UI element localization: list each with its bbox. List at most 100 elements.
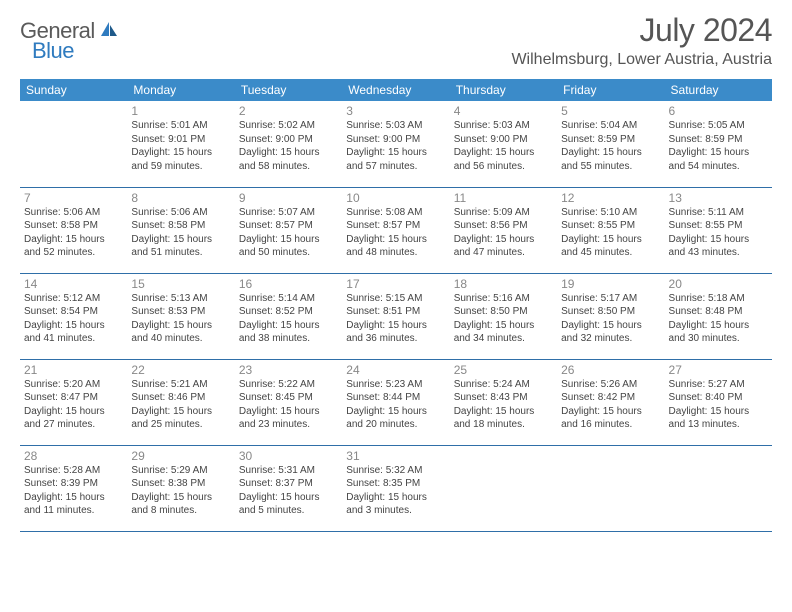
day-number: 19 bbox=[561, 277, 660, 291]
day-number: 7 bbox=[24, 191, 123, 205]
sunrise-line: Sunrise: 5:11 AM bbox=[669, 206, 768, 220]
sunrise-line: Sunrise: 5:06 AM bbox=[131, 206, 230, 220]
daylight-line: Daylight: 15 hours and 8 minutes. bbox=[131, 491, 230, 518]
sunset-line: Sunset: 9:00 PM bbox=[346, 133, 445, 147]
daylight-line: Daylight: 15 hours and 36 minutes. bbox=[346, 319, 445, 346]
day-number: 12 bbox=[561, 191, 660, 205]
day-header: Thursday bbox=[450, 79, 557, 101]
day-number: 2 bbox=[239, 104, 338, 118]
sunrise-line: Sunrise: 5:02 AM bbox=[239, 119, 338, 133]
day-number: 6 bbox=[669, 104, 768, 118]
calendar-cell: 12Sunrise: 5:10 AMSunset: 8:55 PMDayligh… bbox=[557, 187, 664, 273]
calendar-cell: 25Sunrise: 5:24 AMSunset: 8:43 PMDayligh… bbox=[450, 359, 557, 445]
sunset-line: Sunset: 8:45 PM bbox=[239, 391, 338, 405]
calendar-cell: 7Sunrise: 5:06 AMSunset: 8:58 PMDaylight… bbox=[20, 187, 127, 273]
calendar-row: 14Sunrise: 5:12 AMSunset: 8:54 PMDayligh… bbox=[20, 273, 772, 359]
daylight-line: Daylight: 15 hours and 20 minutes. bbox=[346, 405, 445, 432]
sunset-line: Sunset: 9:00 PM bbox=[454, 133, 553, 147]
daylight-line: Daylight: 15 hours and 47 minutes. bbox=[454, 233, 553, 260]
calendar-cell: 6Sunrise: 5:05 AMSunset: 8:59 PMDaylight… bbox=[665, 101, 772, 187]
sunrise-line: Sunrise: 5:31 AM bbox=[239, 464, 338, 478]
day-number: 13 bbox=[669, 191, 768, 205]
sunrise-line: Sunrise: 5:27 AM bbox=[669, 378, 768, 392]
sunrise-line: Sunrise: 5:32 AM bbox=[346, 464, 445, 478]
sunset-line: Sunset: 8:52 PM bbox=[239, 305, 338, 319]
daylight-line: Daylight: 15 hours and 25 minutes. bbox=[131, 405, 230, 432]
calendar-cell: 23Sunrise: 5:22 AMSunset: 8:45 PMDayligh… bbox=[235, 359, 342, 445]
logo-text-blue: Blue bbox=[32, 38, 74, 63]
day-number: 30 bbox=[239, 449, 338, 463]
day-header: Friday bbox=[557, 79, 664, 101]
day-number: 24 bbox=[346, 363, 445, 377]
day-header: Saturday bbox=[665, 79, 772, 101]
calendar-cell: 13Sunrise: 5:11 AMSunset: 8:55 PMDayligh… bbox=[665, 187, 772, 273]
calendar-cell: 14Sunrise: 5:12 AMSunset: 8:54 PMDayligh… bbox=[20, 273, 127, 359]
sunset-line: Sunset: 8:40 PM bbox=[669, 391, 768, 405]
daylight-line: Daylight: 15 hours and 55 minutes. bbox=[561, 146, 660, 173]
calendar-cell: 5Sunrise: 5:04 AMSunset: 8:59 PMDaylight… bbox=[557, 101, 664, 187]
sunset-line: Sunset: 8:57 PM bbox=[346, 219, 445, 233]
sunrise-line: Sunrise: 5:24 AM bbox=[454, 378, 553, 392]
sunset-line: Sunset: 8:57 PM bbox=[239, 219, 338, 233]
sunrise-line: Sunrise: 5:20 AM bbox=[24, 378, 123, 392]
calendar-body: 1Sunrise: 5:01 AMSunset: 9:01 PMDaylight… bbox=[20, 101, 772, 531]
calendar-cell-empty bbox=[665, 445, 772, 531]
logo-sail-icon bbox=[99, 20, 119, 43]
day-number: 9 bbox=[239, 191, 338, 205]
calendar-table: SundayMondayTuesdayWednesdayThursdayFrid… bbox=[20, 79, 772, 532]
sunset-line: Sunset: 8:44 PM bbox=[346, 391, 445, 405]
sunrise-line: Sunrise: 5:28 AM bbox=[24, 464, 123, 478]
daylight-line: Daylight: 15 hours and 54 minutes. bbox=[669, 146, 768, 173]
sunrise-line: Sunrise: 5:07 AM bbox=[239, 206, 338, 220]
sunrise-line: Sunrise: 5:13 AM bbox=[131, 292, 230, 306]
daylight-line: Daylight: 15 hours and 11 minutes. bbox=[24, 491, 123, 518]
sunrise-line: Sunrise: 5:03 AM bbox=[346, 119, 445, 133]
day-number: 27 bbox=[669, 363, 768, 377]
calendar-cell: 10Sunrise: 5:08 AMSunset: 8:57 PMDayligh… bbox=[342, 187, 449, 273]
sunrise-line: Sunrise: 5:26 AM bbox=[561, 378, 660, 392]
calendar-cell: 29Sunrise: 5:29 AMSunset: 8:38 PMDayligh… bbox=[127, 445, 234, 531]
sunset-line: Sunset: 8:54 PM bbox=[24, 305, 123, 319]
calendar-cell-empty bbox=[557, 445, 664, 531]
sunset-line: Sunset: 9:01 PM bbox=[131, 133, 230, 147]
calendar-row: 1Sunrise: 5:01 AMSunset: 9:01 PMDaylight… bbox=[20, 101, 772, 187]
daylight-line: Daylight: 15 hours and 41 minutes. bbox=[24, 319, 123, 346]
calendar-cell: 2Sunrise: 5:02 AMSunset: 9:00 PMDaylight… bbox=[235, 101, 342, 187]
calendar-cell: 4Sunrise: 5:03 AMSunset: 9:00 PMDaylight… bbox=[450, 101, 557, 187]
sunset-line: Sunset: 8:38 PM bbox=[131, 477, 230, 491]
day-number: 4 bbox=[454, 104, 553, 118]
sunrise-line: Sunrise: 5:29 AM bbox=[131, 464, 230, 478]
sunset-line: Sunset: 8:58 PM bbox=[24, 219, 123, 233]
day-header: Wednesday bbox=[342, 79, 449, 101]
day-number: 5 bbox=[561, 104, 660, 118]
sunrise-line: Sunrise: 5:01 AM bbox=[131, 119, 230, 133]
title-block: July 2024 Wilhelmsburg, Lower Austria, A… bbox=[511, 12, 772, 69]
sunset-line: Sunset: 8:39 PM bbox=[24, 477, 123, 491]
daylight-line: Daylight: 15 hours and 23 minutes. bbox=[239, 405, 338, 432]
calendar-row: 21Sunrise: 5:20 AMSunset: 8:47 PM Dayligh… bbox=[20, 359, 772, 445]
sunset-line: Sunset: 8:43 PM bbox=[454, 391, 553, 405]
day-number: 31 bbox=[346, 449, 445, 463]
day-number: 29 bbox=[131, 449, 230, 463]
sunrise-line: Sunrise: 5:22 AM bbox=[239, 378, 338, 392]
sunset-line: Sunset: 8:47 PM bbox=[24, 391, 123, 405]
sunrise-line: Sunrise: 5:21 AM bbox=[131, 378, 230, 392]
daylight-line: Daylight: 15 hours and 50 minutes. bbox=[239, 233, 338, 260]
sunrise-line: Sunrise: 5:10 AM bbox=[561, 206, 660, 220]
calendar-cell-empty bbox=[20, 101, 127, 187]
sunset-line: Sunset: 8:53 PM bbox=[131, 305, 230, 319]
daylight-line: Daylight: 15 hours and 43 minutes. bbox=[669, 233, 768, 260]
sunrise-line: Sunrise: 5:09 AM bbox=[454, 206, 553, 220]
day-number: 21 bbox=[24, 363, 123, 377]
sunrise-line: Sunrise: 5:03 AM bbox=[454, 119, 553, 133]
calendar-cell: 28Sunrise: 5:28 AMSunset: 8:39 PMDayligh… bbox=[20, 445, 127, 531]
calendar-cell: 31Sunrise: 5:32 AMSunset: 8:35 PMDayligh… bbox=[342, 445, 449, 531]
calendar-cell: 8Sunrise: 5:06 AMSunset: 8:58 PMDaylight… bbox=[127, 187, 234, 273]
day-number: 25 bbox=[454, 363, 553, 377]
sunset-line: Sunset: 8:59 PM bbox=[561, 133, 660, 147]
sunset-line: Sunset: 8:37 PM bbox=[239, 477, 338, 491]
calendar-cell: 11Sunrise: 5:09 AMSunset: 8:56 PMDayligh… bbox=[450, 187, 557, 273]
day-of-week-row: SundayMondayTuesdayWednesdayThursdayFrid… bbox=[20, 79, 772, 101]
sunset-line: Sunset: 8:46 PM bbox=[131, 391, 230, 405]
sunrise-line: Sunrise: 5:12 AM bbox=[24, 292, 123, 306]
